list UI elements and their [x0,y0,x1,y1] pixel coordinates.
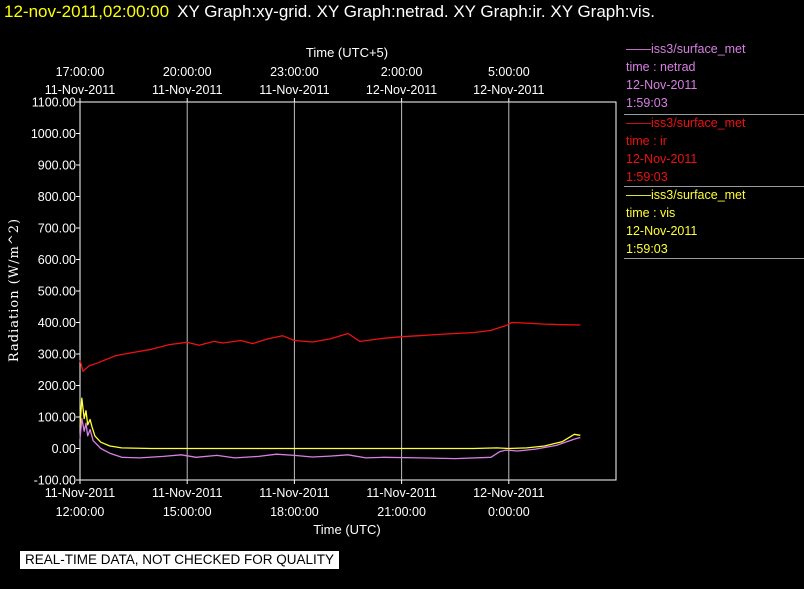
x-axis-title: Time (UTC) [313,522,380,537]
timestamp: 12-nov-2011,02:00:00 [4,2,170,21]
legend-date: 12-Nov-2011 [626,152,698,166]
quality-disclaimer: REAL-TIME DATA, NOT CHECKED FOR QUALITY [20,551,340,569]
graph-titles: XY Graph:xy-grid. XY Graph:netrad. XY Gr… [177,2,655,21]
x-tick-date: 11-Nov-2011 [259,486,329,500]
legend-divider [624,258,804,259]
legend-time: 1:59:03 [626,242,668,256]
legend-source: ——iss3/surface_met [626,188,746,202]
y-axis-title: Radiation (W/m^2) [7,218,22,362]
legend-date: 12-Nov-2011 [626,78,698,92]
legend-time: 1:59:03 [626,96,668,110]
x-tick-time: 18:00:00 [270,505,319,519]
x-axis: 11-Nov-2011 12:00:00 11-Nov-2011 15:00:00 11… [45,480,545,519]
x2-tick-date: 11-Nov-2011 [259,83,329,97]
x2-tick-time: 17:00:00 [56,65,105,79]
legend-divider [624,186,804,187]
x-tick-time: 21:00:00 [377,505,426,519]
y-tick-label: 100.00 [38,411,76,425]
legend-field: time : vis [626,206,676,220]
legend-time: 1:59:03 [626,170,668,184]
y-tick-label: 1100.00 [32,96,76,110]
x-tick-date: 11-Nov-2011 [45,486,115,500]
legend-ir: ——iss3/surface_met time : ir 12-Nov-2011… [626,114,745,186]
y-tick-label: 200.00 [38,379,76,393]
y-tick-label: 600.00 [38,253,76,267]
series-line-vis [79,397,581,450]
y-tick-label: 900.00 [38,159,76,173]
series-line-netrad [79,417,581,460]
y-tick-label: 300.00 [38,348,76,362]
legend-date: 12-Nov-2011 [626,224,698,238]
y-tick-label: 700.00 [38,222,76,236]
x2-tick-date: 11-Nov-2011 [152,83,222,97]
y-tick-label: -100.00 [34,474,76,488]
y-tick-label: 400.00 [38,316,76,330]
x2-axis: 17:00:00 11-Nov-2011 20:00:00 11-Nov-2011 23… [45,65,545,102]
x2-tick-date: 12-Nov-2011 [366,83,437,97]
legend-source: ——iss3/surface_met [626,116,746,130]
x-tick-date: 11-Nov-2011 [152,486,222,500]
x2-tick-time: 20:00:00 [163,65,212,79]
header-bar: 12-nov-2011,02:00:00 XY Graph:xy-grid. XY… [4,2,655,22]
y-tick-label: 800.00 [38,190,76,204]
x2-tick-date: 12-Nov-2011 [473,83,544,97]
x-tick-date: 11-Nov-2011 [366,486,436,500]
y-axis: 1100.00 1000.00 900.00 800.00 700.00 600.00 50… [31,96,80,488]
x-tick-time: 15:00:00 [163,505,212,519]
x2-tick-time: 5:00:00 [488,65,530,79]
series-lines [79,321,581,460]
legend-source: ——iss3/surface_met [626,42,746,56]
y-tick-label: 0.00 [52,442,76,456]
plot-frame [79,101,617,481]
legend-netrad: ——iss3/surface_met time : netrad 12-Nov-… [626,40,745,112]
legend-field: time : ir [626,134,667,148]
x2-tick-date: 11-Nov-2011 [45,83,115,97]
y-tick-label: 1000.00 [31,127,76,141]
grid-lines [186,102,510,480]
legend-divider [624,114,804,115]
legend-vis: ——iss3/surface_met time : vis 12-Nov-201… [626,186,745,258]
series-line-ir [79,321,581,372]
legend-field: time : netrad [626,60,696,74]
x-tick-time: 12:00:00 [56,505,105,519]
x-tick-date: 12-Nov-2011 [473,486,544,500]
x2-tick-time: 23:00:00 [270,65,319,79]
x2-axis-title: Time (UTC+5) [306,45,388,60]
x2-tick-time: 2:00:00 [381,65,423,79]
x-tick-time: 0:00:00 [488,505,530,519]
y-tick-label: 500.00 [38,285,76,299]
